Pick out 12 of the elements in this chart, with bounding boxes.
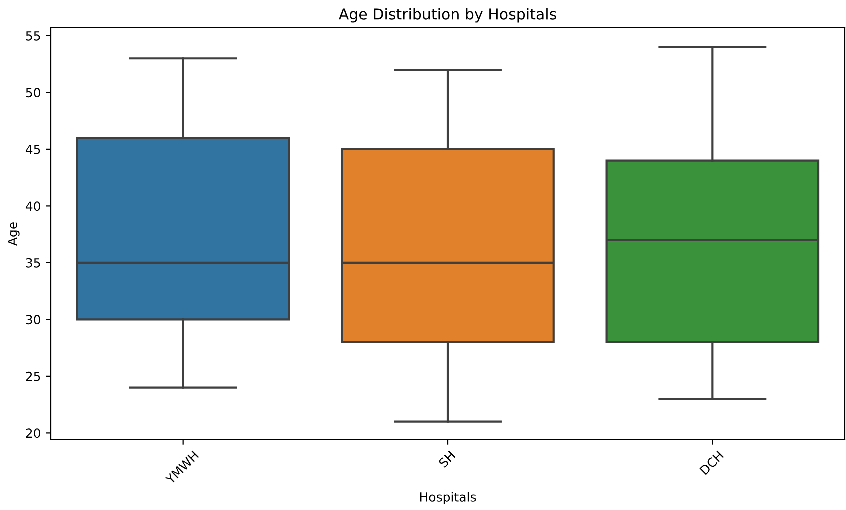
y-tick-label: 55 — [26, 32, 40, 41]
y-tick-label: 45 — [26, 145, 40, 154]
y-tick-label: 20 — [26, 428, 40, 438]
x-axis-title: Hospitals — [420, 492, 476, 504]
y-tick-label: 50 — [26, 88, 40, 98]
y-tick-label: 35 — [26, 258, 40, 268]
x-tick-label: SH — [438, 450, 456, 468]
y-tick-label: 30 — [26, 315, 40, 325]
y-tick-label: 25 — [26, 372, 40, 382]
chart-title: Age Distribution by Hospitals — [339, 8, 556, 23]
y-tick-label: 40 — [26, 202, 40, 212]
y-axis-title: Age — [8, 222, 20, 246]
